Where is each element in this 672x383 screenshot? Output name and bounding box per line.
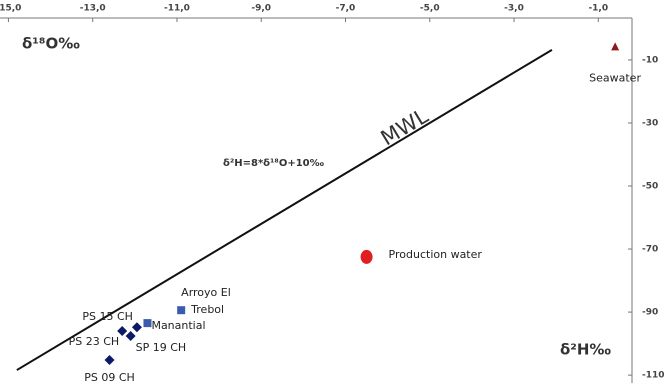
y-axis-title: δ²H‰ (560, 341, 611, 359)
point-label: Seawater (589, 71, 641, 84)
y-tick-label: -70 (642, 245, 658, 255)
point-label: Arroyo El (181, 286, 231, 299)
y-tick-label: -110 (642, 371, 665, 381)
point (117, 325, 128, 336)
x-tick-label: -11,0 (164, 4, 190, 14)
x-tick-label: -7,0 (336, 4, 356, 14)
x-tick-label: -3,0 (504, 4, 524, 14)
x-axis-title: δ¹⁸O‰ (22, 35, 80, 53)
y-tick-label: -90 (642, 308, 658, 318)
point (611, 42, 620, 51)
x-tick-label: -9,0 (251, 4, 271, 14)
point (360, 249, 373, 264)
point (143, 319, 152, 328)
mwl-line (16, 48, 553, 371)
point (125, 331, 136, 342)
point (177, 306, 186, 315)
y-tick-label: -30 (642, 118, 658, 128)
point-label: Manantial (151, 319, 205, 332)
x-tick-label: -15,0 (0, 4, 21, 14)
point-label: PS 15 CH (82, 310, 133, 323)
point-label: Production water (389, 248, 483, 261)
point (104, 354, 115, 365)
y-tick-label: -10 (642, 55, 658, 65)
x-tick-label: -1,0 (588, 4, 608, 14)
point (131, 322, 142, 333)
point-label: Trebol (190, 303, 224, 316)
x-tick-label: -5,0 (420, 4, 440, 14)
mwl-equation: δ²H=8*δ¹⁸O+10‰ (223, 158, 325, 169)
point-label: SP 19 CH (136, 341, 187, 354)
x-tick-label: -13,0 (80, 4, 106, 14)
y-tick-label: -50 (642, 182, 658, 192)
point-label: PS 23 CH (69, 335, 120, 348)
mwl-label: MWL (377, 104, 433, 151)
point-label: PS 09 CH (84, 371, 135, 383)
